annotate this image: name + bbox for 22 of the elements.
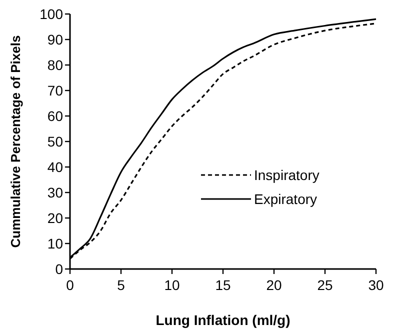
y-tick-label: 10 [47,235,64,252]
legend-label: Expiratory [254,190,318,207]
x-tick-label: 10 [164,277,180,293]
x-axis-title: Lung Inflation (ml/g) [156,312,290,328]
y-axis-title: Cummulative Percentage of Pixels [8,35,23,248]
x-tick-label: 20 [266,277,282,293]
y-tick-label: 80 [47,56,64,73]
x-tick-label: 5 [117,277,126,293]
y-tick-label: 40 [47,158,64,175]
y-tick-label: 0 [55,260,64,277]
y-tick-label: 20 [47,210,64,226]
x-tick-label: 30 [368,277,384,293]
y-tick-label: 70 [47,82,64,98]
x-tick-label: 0 [66,277,74,293]
y-tick-label: 50 [47,133,64,150]
legend-label: Inspiratory [254,166,320,183]
y-tick-label: 60 [47,108,64,124]
y-tick-label: 100 [40,6,64,22]
x-tick-label: 25 [317,277,333,293]
y-tick-label: 90 [47,31,64,48]
x-tick-label: 15 [215,277,231,293]
y-tick-label: 30 [47,184,64,200]
